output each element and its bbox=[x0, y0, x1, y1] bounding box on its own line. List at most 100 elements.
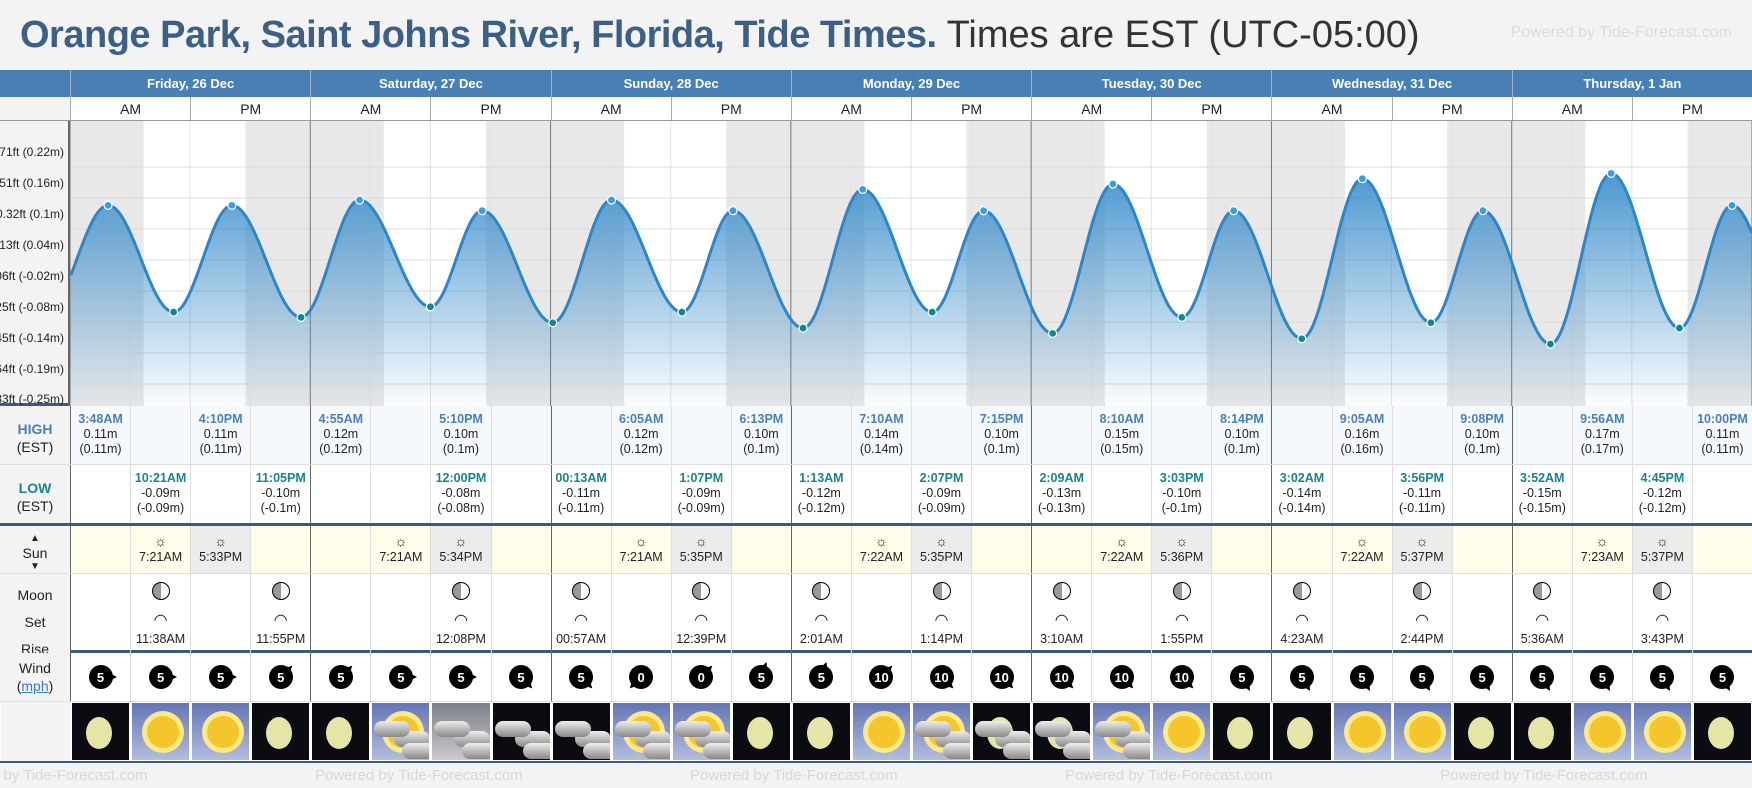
low-title: LOW bbox=[18, 480, 52, 496]
moon-cell: ◠ 2:01AM bbox=[790, 574, 851, 663]
low-tide-point bbox=[1297, 334, 1307, 344]
moonset-icon: ◠ bbox=[1655, 612, 1670, 629]
moon-phase-icon bbox=[271, 582, 290, 600]
moon-phase-icon bbox=[572, 582, 591, 600]
moonset-icon: ◠ bbox=[453, 612, 468, 629]
mph-link[interactable]: mph bbox=[21, 678, 49, 694]
table-cell: 5 bbox=[730, 653, 791, 701]
sunrise-cell: ☼ 7:22AM bbox=[1331, 526, 1392, 573]
ampm-label: AM bbox=[1511, 97, 1632, 120]
table-cell bbox=[790, 702, 851, 761]
low-tide-time: 3:56PM bbox=[1400, 471, 1444, 485]
moon-time: 12:08PM bbox=[435, 632, 486, 646]
sun-shape bbox=[1408, 716, 1441, 748]
table-cell: 5 bbox=[70, 653, 130, 701]
sunset-time: 5:33PM bbox=[199, 550, 243, 564]
table-cell: 10 bbox=[1031, 653, 1091, 701]
wind-speed: 5 bbox=[397, 669, 405, 685]
sun-weather-icon bbox=[132, 703, 190, 760]
moon-cell: ◠ 5:36AM bbox=[1511, 574, 1572, 663]
set-label: Set bbox=[24, 614, 46, 630]
low-tide-height-alt: (-0.14m) bbox=[1278, 501, 1326, 515]
page-title: Orange Park, Saint Johns River, Florida,… bbox=[20, 13, 937, 56]
wind-badge: 5 bbox=[569, 665, 596, 692]
table-cell bbox=[610, 465, 671, 523]
wind-speed: 5 bbox=[757, 669, 765, 685]
table-cell bbox=[971, 465, 1031, 523]
table-cell: 5 bbox=[430, 653, 490, 701]
moon-cell: ◠ 1:55PM bbox=[1151, 574, 1211, 663]
wind-badge: 5 bbox=[749, 660, 774, 689]
moon-weather-icon bbox=[312, 703, 370, 760]
sunrise-icon: ☼ bbox=[154, 533, 168, 549]
cloud-shape bbox=[915, 721, 951, 737]
table-cell bbox=[370, 574, 430, 663]
moon-weather-icon bbox=[732, 703, 790, 760]
wind-speed: 5 bbox=[517, 669, 525, 685]
sunrise-icon: ☼ bbox=[1595, 533, 1609, 549]
wind-speed: 5 bbox=[337, 669, 345, 685]
ampm-row: AM PM AM PM AM PM AM PM AM PM AM PM AM PM bbox=[0, 97, 1752, 121]
high-tide-height-alt: (0.1m) bbox=[442, 442, 480, 456]
wind-badge: 5 bbox=[268, 662, 295, 689]
moon-shape bbox=[266, 717, 293, 749]
high-tide-time: 7:15PM bbox=[979, 412, 1024, 426]
table-cell: 10 bbox=[850, 653, 911, 701]
low-tide-cell: 3:52AM -0.15m (-0.15m) bbox=[1511, 465, 1572, 523]
powered-by-watermark: Powered by Tide-Forecast.com bbox=[1440, 767, 1648, 784]
powered-by-watermark: Powered by Tide-Forecast.com bbox=[0, 767, 148, 784]
table-cell: 5 bbox=[1631, 653, 1692, 701]
high-tide-time: 8:10AM bbox=[1099, 412, 1144, 426]
high-tide-time: 9:05AM bbox=[1339, 412, 1385, 426]
table-cell: 5 bbox=[1271, 653, 1331, 701]
powered-by-watermark: Powered by Tide-Forecast.com bbox=[1510, 24, 1732, 41]
table-cell bbox=[1511, 406, 1572, 464]
wind-speed: 5 bbox=[277, 669, 285, 685]
low-tide-height-alt: (-0.09m) bbox=[136, 501, 185, 515]
moon-shape bbox=[86, 717, 112, 749]
moon-row: Moon Set Rise ◠ 11:38AM ◠ 11:55PM ◠ 12:08PM ◠ 00:… bbox=[0, 574, 1752, 663]
high-tide-height: 0.11m bbox=[1705, 427, 1740, 441]
high-tide-cell: 6:13PM 0.10m (0.1m) bbox=[730, 406, 791, 464]
wind-unit: (mph) bbox=[16, 678, 54, 694]
high-tide-point bbox=[1478, 206, 1488, 216]
high-tide-point bbox=[1727, 200, 1737, 210]
wind-speed: 10 bbox=[1054, 669, 1069, 685]
low-tide-time: 1:13AM bbox=[799, 471, 844, 485]
table-cell: 5 bbox=[1211, 653, 1271, 701]
moon-time: 3:43PM bbox=[1640, 632, 1684, 646]
sunset-icon: ☼ bbox=[694, 533, 708, 549]
low-tide-time: 1:07PM bbox=[679, 471, 724, 485]
sunrise-time: 7:21AM bbox=[139, 550, 183, 564]
low-tide-time: 4:45PM bbox=[1640, 471, 1685, 485]
table-cell: 10 bbox=[1091, 653, 1151, 701]
ampm-label: PM bbox=[1151, 97, 1271, 120]
cloud-shape bbox=[702, 743, 730, 759]
table-cell bbox=[490, 702, 551, 761]
table-cell bbox=[1151, 702, 1211, 761]
moonset-icon: ◠ bbox=[1415, 612, 1430, 629]
table-cell: 5 bbox=[1451, 653, 1512, 701]
wind-badge: 5 bbox=[1530, 665, 1555, 693]
sun-cloud-weather-icon bbox=[1093, 703, 1151, 760]
sunrise-time: 7:22AM bbox=[859, 550, 903, 564]
high-tide-point bbox=[354, 195, 365, 205]
table-cell bbox=[1691, 574, 1752, 663]
cloud-shape bbox=[554, 721, 591, 737]
table-cell bbox=[790, 526, 851, 573]
ampm-label: AM bbox=[310, 97, 430, 120]
footer-watermark: Powered by Tide-Forecast.com Powered by T… bbox=[0, 763, 1752, 788]
up-arrow-icon: ▲ bbox=[30, 532, 40, 544]
ampm-label: AM bbox=[1271, 97, 1391, 120]
high-tide-time: 9:08PM bbox=[1460, 412, 1505, 426]
table-cell: 5 bbox=[790, 653, 851, 701]
low-tide-cell: 10:21AM -0.09m (-0.09m) bbox=[130, 465, 190, 523]
moon-time: 2:44PM bbox=[1400, 632, 1444, 646]
low-tide-height: -0.09m bbox=[141, 486, 181, 500]
wind-speed: 5 bbox=[1418, 669, 1426, 685]
sunset-cell: ☼ 5:34PM bbox=[430, 526, 491, 573]
wind-badge: 5 bbox=[1710, 665, 1735, 693]
table-cell bbox=[550, 526, 611, 573]
moon-weather-icon bbox=[1213, 703, 1271, 760]
table-cell bbox=[1631, 702, 1692, 761]
